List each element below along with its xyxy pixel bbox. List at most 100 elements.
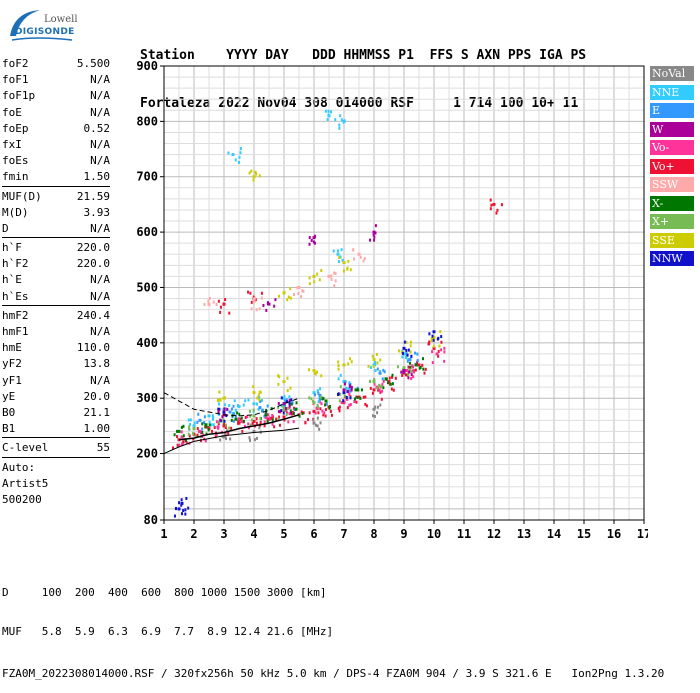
echo-point [313, 241, 316, 245]
echo-point [414, 368, 417, 372]
echo-point [192, 424, 196, 428]
echo-point [401, 373, 404, 377]
echo-point [432, 335, 436, 339]
param-value: N/A [90, 73, 110, 87]
echo-point [315, 370, 318, 374]
echo-point [432, 330, 436, 334]
echo-point [182, 509, 185, 513]
echo-point [249, 438, 252, 442]
echo-point [230, 407, 233, 411]
echo-point [372, 380, 376, 384]
echo-point [318, 393, 322, 397]
echo-point [409, 350, 412, 354]
echo-point [325, 402, 328, 406]
echo-point [249, 291, 252, 295]
echo-point [312, 274, 316, 278]
echo-point [315, 406, 319, 410]
param-row-b1: B1 1.00 [2, 421, 110, 437]
echo-point [333, 284, 336, 288]
echo-point [342, 388, 346, 392]
echo-point [337, 392, 340, 396]
echo-point [348, 381, 351, 385]
echo-point [410, 354, 413, 358]
echo-point [257, 393, 260, 397]
echo-point [318, 278, 321, 282]
echo-point [376, 367, 379, 371]
echo-point [317, 405, 320, 409]
echo-point [251, 421, 254, 425]
x-tick-label: 15 [577, 527, 591, 541]
echo-point [223, 419, 226, 423]
echo-point [369, 238, 372, 242]
echo-point [383, 370, 386, 374]
echo-point [236, 404, 239, 408]
param-name: hmE [2, 341, 22, 355]
echo-point [270, 416, 273, 420]
echo-point [334, 279, 337, 283]
echo-point [180, 430, 183, 434]
echo-point [273, 304, 276, 308]
echo-point [338, 409, 341, 413]
echo-point [489, 198, 492, 202]
echo-point [188, 427, 191, 431]
echo-point [339, 373, 342, 377]
echo-point [285, 409, 288, 413]
echo-point [496, 208, 499, 212]
echo-point [337, 406, 340, 410]
echo-point [225, 423, 228, 427]
echo-point [215, 303, 218, 307]
echo-point [340, 401, 343, 405]
echo-point [263, 414, 266, 418]
echo-point [310, 397, 313, 401]
echo-point [428, 332, 431, 336]
echo-point [280, 404, 283, 408]
echo-point [217, 422, 220, 426]
echo-point [410, 377, 413, 381]
echo-point [402, 366, 406, 370]
echo-point [312, 421, 316, 425]
echo-point [390, 387, 393, 391]
echo-point [409, 340, 412, 344]
param-row-foep: foEp 0.52 [2, 121, 110, 137]
echo-point [405, 369, 409, 373]
echo-point [263, 424, 266, 428]
echo-point [334, 118, 337, 122]
echo-point [255, 436, 258, 440]
echo-point [255, 417, 258, 421]
echo-point [239, 147, 242, 151]
param-row-fof2: foF2 5.500 [2, 56, 110, 72]
param-row-b0: B0 21.1 [2, 405, 110, 421]
echo-point [435, 352, 439, 356]
echo-point [298, 414, 301, 418]
echo-point [180, 498, 183, 502]
y-tick-label: 500 [136, 280, 158, 294]
echo-point [374, 363, 377, 367]
echo-point [317, 400, 320, 404]
echo-point [392, 388, 395, 392]
echo-point [316, 403, 319, 407]
echo-point [270, 407, 273, 411]
echo-point [282, 408, 286, 412]
echo-point [217, 409, 220, 413]
echo-point [284, 406, 287, 410]
echo-point [282, 396, 286, 400]
echo-point [338, 126, 341, 130]
echo-point [288, 406, 291, 410]
echo-point [253, 296, 256, 300]
echo-point [362, 395, 365, 399]
echo-point [192, 427, 196, 431]
param-value: N/A [90, 325, 110, 338]
echo-point [180, 425, 183, 429]
echo-point [379, 403, 382, 407]
echo-point [258, 174, 261, 178]
echo-point [407, 376, 410, 380]
echo-point [217, 426, 220, 430]
x-tick-label: 9 [400, 527, 407, 541]
footer-file-info: FZA0M_2022308014000.RSF / 320fx256h 50 k… [2, 667, 665, 680]
param-row-hme: hmE 110.0 [2, 340, 110, 356]
param-value: 240.4 [76, 308, 110, 322]
echo-point [228, 404, 231, 408]
echo-point [329, 409, 332, 413]
echo-point [492, 202, 496, 206]
echo-point [344, 394, 347, 398]
